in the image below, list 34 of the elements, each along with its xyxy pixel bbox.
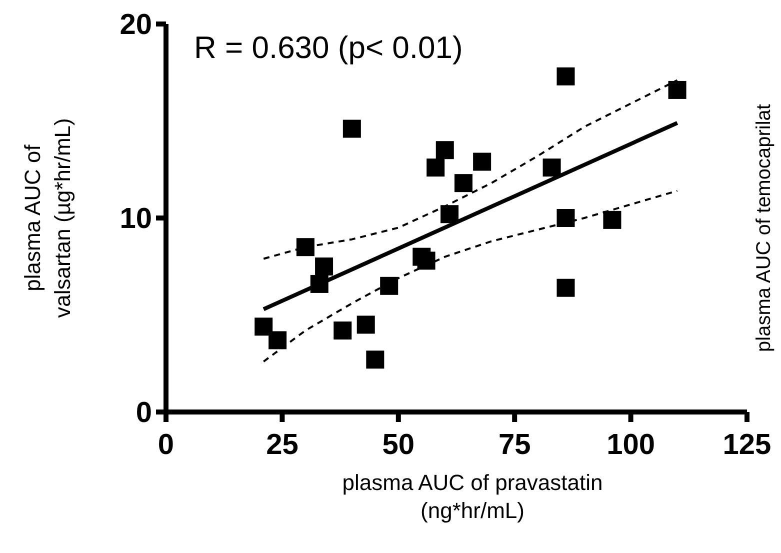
- point: [315, 258, 334, 276]
- point: [366, 350, 384, 369]
- point: [254, 318, 273, 336]
- annotation: R = 0.630 (p< 0.01): [194, 30, 463, 65]
- point: [426, 158, 445, 177]
- point: [556, 67, 575, 86]
- point: [542, 158, 561, 177]
- point: [556, 278, 575, 297]
- x-tick-label: 50: [382, 429, 415, 461]
- x-tick-label: 0: [158, 429, 174, 461]
- x-tick-label: 25: [266, 429, 298, 461]
- line-series: [262, 190, 678, 363]
- y-axis-title: plasma AUC of valsartan (µg*hr/mL): [20, 118, 75, 318]
- point: [603, 210, 622, 229]
- x-axis-title: plasma AUC of pravastatin (ng*hr/mL): [342, 470, 603, 523]
- text: plasma AUC of temocaprilat: [753, 104, 775, 352]
- point: [436, 141, 454, 160]
- point: [440, 205, 459, 224]
- point: [356, 316, 375, 334]
- point: [380, 276, 398, 295]
- point: [296, 238, 314, 256]
- point: [268, 331, 287, 350]
- x-tick-label: 75: [498, 429, 531, 461]
- y-tick-label: 0: [136, 397, 152, 430]
- point: [473, 152, 492, 171]
- point: [342, 120, 361, 138]
- point: [334, 322, 352, 340]
- y-tick-label: 20: [120, 9, 152, 42]
- y-tick-label: 10: [120, 203, 152, 236]
- point: [668, 80, 686, 99]
- x-tick-label: 100: [606, 429, 655, 461]
- x-tick-label: 125: [722, 429, 772, 461]
- point: [454, 174, 472, 192]
- point: [556, 209, 575, 227]
